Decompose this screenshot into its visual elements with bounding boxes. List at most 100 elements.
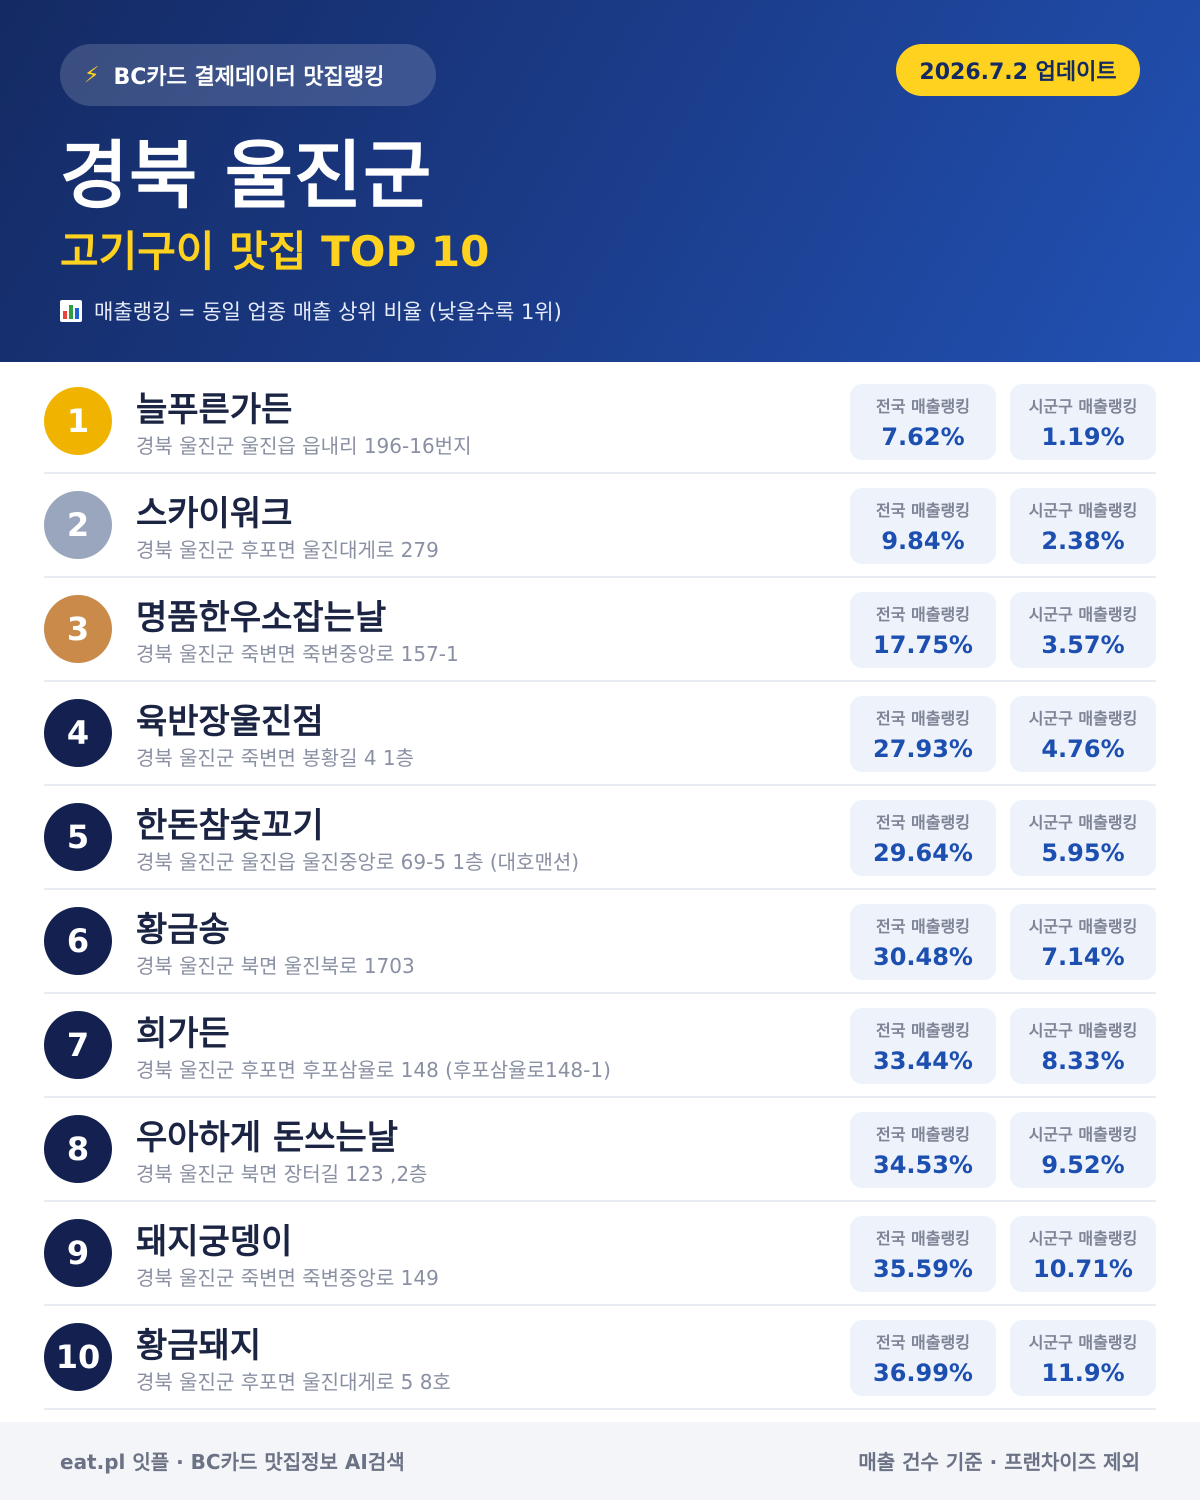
source-label: BC카드 결제데이터 맛집랭킹 [113, 65, 385, 90]
national-rank-card: 전국 매출랭킹 17.75% [850, 592, 996, 668]
local-rank-value: 11.9% [1041, 1359, 1125, 1387]
rank-badge: 2 [44, 491, 112, 559]
restaurant-name[interactable]: 돼지궁뎅이 [136, 1222, 293, 1262]
national-rank-card: 전국 매출랭킹 36.99% [850, 1320, 996, 1396]
page-subtitle: 고기구이 맛집 TOP 10 [60, 227, 490, 276]
restaurant-row[interactable]: 4 육반장울진점 경북 울진군 죽변면 봉황길 4 1층 전국 매출랭킹 27.93% 시… [44, 682, 1156, 786]
local-rank-card: 시군구 매출랭킹 3.57% [1010, 592, 1156, 668]
restaurant-row[interactable]: 9 돼지궁뎅이 경북 울진군 죽변면 죽변중앙로 149 전국 매출랭킹 35.59% 시… [44, 1202, 1156, 1306]
footer-source: eat.pl 잇플 · BC카드 맛집정보 AI검색 [60, 1450, 405, 1474]
national-rank-card: 전국 매출랭킹 33.44% [850, 1008, 996, 1084]
national-rank-value: 33.44% [873, 1047, 973, 1075]
local-rank-value: 7.14% [1041, 943, 1125, 971]
local-rank-card: 시군구 매출랭킹 7.14% [1010, 904, 1156, 980]
local-rank-label: 시군구 매출랭킹 [1028, 1333, 1138, 1352]
national-rank-label: 전국 매출랭킹 [876, 917, 970, 936]
restaurant-address: 경북 울진군 죽변면 봉황길 4 1층 [136, 746, 415, 770]
local-rank-card: 시군구 매출랭킹 11.9% [1010, 1320, 1156, 1396]
local-rank-value: 5.95% [1041, 839, 1125, 867]
local-rank-label: 시군구 매출랭킹 [1028, 813, 1138, 832]
restaurant-address: 경북 울진군 후포면 울진대게로 5 8호 [136, 1370, 451, 1394]
national-rank-card: 전국 매출랭킹 34.53% [850, 1112, 996, 1188]
rank-badge: 9 [44, 1219, 112, 1287]
national-rank-label: 전국 매출랭킹 [876, 501, 970, 520]
restaurant-row[interactable]: 6 황금송 경북 울진군 북면 울진북로 1703 전국 매출랭킹 30.48% 시군구 … [44, 890, 1156, 994]
restaurant-address: 경북 울진군 후포면 후포삼율로 148 (후포삼율로148-1) [136, 1058, 611, 1082]
national-rank-value: 30.48% [873, 943, 973, 971]
header-banner: ⚡ BC카드 결제데이터 맛집랭킹 2026.7.2 업데이트 경북 울진군 고… [0, 0, 1200, 362]
rank-badge: 3 [44, 595, 112, 663]
restaurant-name[interactable]: 황금돼지 [136, 1326, 262, 1366]
restaurant-row[interactable]: 1 늘푸른가든 경북 울진군 울진읍 읍내리 196-16번지 전국 매출랭킹 7.62… [44, 370, 1156, 474]
update-badge: 2026.7.2 업데이트 [896, 44, 1140, 96]
rank-badge: 7 [44, 1011, 112, 1079]
restaurant-name[interactable]: 스카이워크 [136, 494, 293, 534]
local-rank-card: 시군구 매출랭킹 2.38% [1010, 488, 1156, 564]
local-rank-label: 시군구 매출랭킹 [1028, 501, 1138, 520]
source-badge: ⚡ BC카드 결제데이터 맛집랭킹 [60, 44, 436, 106]
footer: eat.pl 잇플 · BC카드 맛집정보 AI검색 매출 건수 기준 · 프랜… [0, 1422, 1200, 1500]
national-rank-card: 전국 매출랭킹 29.64% [850, 800, 996, 876]
local-rank-card: 시군구 매출랭킹 10.71% [1010, 1216, 1156, 1292]
local-rank-label: 시군구 매출랭킹 [1028, 709, 1138, 728]
national-rank-label: 전국 매출랭킹 [876, 1333, 970, 1352]
rank-badge: 10 [44, 1323, 112, 1391]
restaurant-name[interactable]: 한돈참숯꼬기 [136, 806, 324, 846]
rank-badge: 8 [44, 1115, 112, 1183]
national-rank-value: 7.62% [881, 423, 965, 451]
national-rank-label: 전국 매출랭킹 [876, 397, 970, 416]
restaurant-row[interactable]: 8 우아하게 돈쓰는날 경북 울진군 북면 장터길 123 ,2층 전국 매출랭킹 34… [44, 1098, 1156, 1202]
local-rank-value: 1.19% [1041, 423, 1125, 451]
national-rank-value: 29.64% [873, 839, 973, 867]
local-rank-card: 시군구 매출랭킹 9.52% [1010, 1112, 1156, 1188]
local-rank-value: 3.57% [1041, 631, 1125, 659]
national-rank-value: 36.99% [873, 1359, 973, 1387]
local-rank-label: 시군구 매출랭킹 [1028, 917, 1138, 936]
national-rank-card: 전국 매출랭킹 30.48% [850, 904, 996, 980]
local-rank-label: 시군구 매출랭킹 [1028, 397, 1138, 416]
restaurant-address: 경북 울진군 울진읍 울진중앙로 69-5 1층 (대호맨션) [136, 850, 580, 874]
page-title: 경북 울진군 [60, 133, 433, 219]
restaurant-address: 경북 울진군 북면 울진북로 1703 [136, 954, 415, 978]
restaurant-name[interactable]: 육반장울진점 [136, 702, 324, 742]
local-rank-value: 2.38% [1041, 527, 1125, 555]
local-rank-card: 시군구 매출랭킹 1.19% [1010, 384, 1156, 460]
local-rank-value: 4.76% [1041, 735, 1125, 763]
national-rank-value: 27.93% [873, 735, 973, 763]
local-rank-value: 10.71% [1033, 1255, 1133, 1283]
local-rank-label: 시군구 매출랭킹 [1028, 1229, 1138, 1248]
local-rank-label: 시군구 매출랭킹 [1028, 605, 1138, 624]
national-rank-label: 전국 매출랭킹 [876, 709, 970, 728]
restaurant-address: 경북 울진군 죽변면 죽변중앙로 149 [136, 1266, 439, 1290]
lightning-bolt-icon: ⚡ [84, 62, 100, 88]
local-rank-card: 시군구 매출랭킹 4.76% [1010, 696, 1156, 772]
local-rank-card: 시군구 매출랭킹 8.33% [1010, 1008, 1156, 1084]
restaurant-name[interactable]: 늘푸른가든 [136, 390, 293, 430]
national-rank-card: 전국 매출랭킹 27.93% [850, 696, 996, 772]
rank-badge: 5 [44, 803, 112, 871]
restaurant-name[interactable]: 명품한우소잡는날 [136, 598, 387, 638]
restaurant-address: 경북 울진군 죽변면 죽변중앙로 157-1 [136, 642, 459, 666]
national-rank-label: 전국 매출랭킹 [876, 813, 970, 832]
national-rank-card: 전국 매출랭킹 7.62% [850, 384, 996, 460]
rank-badge: 1 [44, 387, 112, 455]
local-rank-label: 시군구 매출랭킹 [1028, 1021, 1138, 1040]
local-rank-card: 시군구 매출랭킹 5.95% [1010, 800, 1156, 876]
ranking-legend: 매출랭킹 = 동일 업종 매출 상위 비율 (낮을수록 1위) [60, 296, 562, 326]
restaurant-name[interactable]: 황금송 [136, 910, 230, 950]
national-rank-card: 전국 매출랭킹 9.84% [850, 488, 996, 564]
national-rank-value: 9.84% [881, 527, 965, 555]
local-rank-value: 9.52% [1041, 1151, 1125, 1179]
national-rank-card: 전국 매출랭킹 35.59% [850, 1216, 996, 1292]
national-rank-value: 17.75% [873, 631, 973, 659]
local-rank-value: 8.33% [1041, 1047, 1125, 1075]
restaurant-address: 경북 울진군 후포면 울진대게로 279 [136, 538, 439, 562]
national-rank-value: 35.59% [873, 1255, 973, 1283]
restaurant-name[interactable]: 우아하게 돈쓰는날 [136, 1118, 399, 1158]
restaurant-name[interactable]: 희가든 [136, 1014, 230, 1054]
